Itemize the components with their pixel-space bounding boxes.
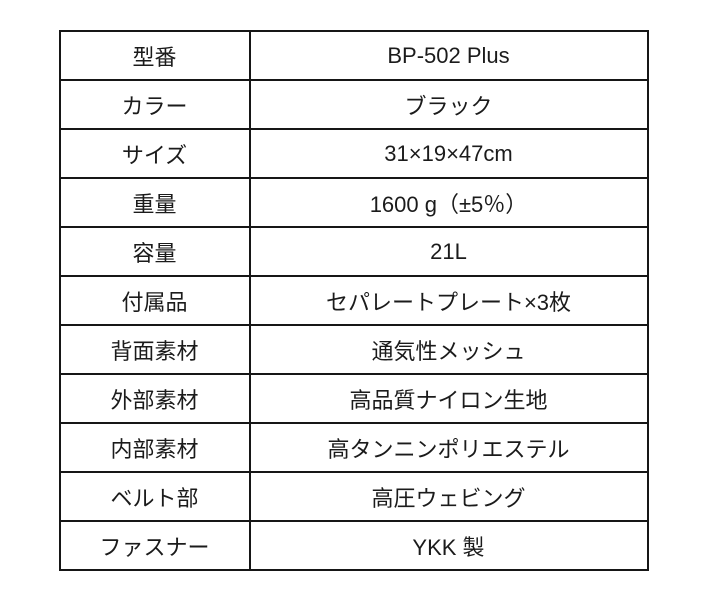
table-row-back-material: 背面素材 通気性メッシュ — [58, 324, 649, 375]
spec-label: 内部素材 — [58, 422, 251, 473]
spec-label: サイズ — [58, 128, 251, 179]
table-row-model: 型番 BP-502 Plus — [58, 30, 649, 81]
spec-value: 高品質ナイロン生地 — [248, 373, 649, 424]
table-row-belt: ベルト部 高圧ウェビング — [58, 471, 649, 522]
spec-label: ベルト部 — [58, 471, 251, 522]
table-row-fastener: ファスナー YKK 製 — [58, 520, 649, 571]
spec-value: 高タンニンポリエステル — [248, 422, 649, 473]
table-row-interior-material: 内部素材 高タンニンポリエステル — [58, 422, 649, 473]
table-row-accessories: 付属品 セパレートプレート×3枚 — [58, 275, 649, 326]
spec-label: 重量 — [58, 177, 251, 228]
spec-label: 付属品 — [58, 275, 251, 326]
table-row-size: サイズ 31×19×47cm — [58, 128, 649, 179]
spec-value: 21L — [248, 226, 649, 277]
spec-label: ファスナー — [58, 520, 251, 571]
spec-label: 容量 — [58, 226, 251, 277]
spec-value: YKK 製 — [248, 520, 649, 571]
product-spec-table: 型番 BP-502 Plus カラー ブラック サイズ 31×19×47cm 重… — [58, 30, 649, 571]
spec-label: 型番 — [58, 30, 251, 81]
spec-label: 外部素材 — [58, 373, 251, 424]
spec-value: 1600 g（±5％） — [248, 177, 649, 228]
spec-value: 通気性メッシュ — [248, 324, 649, 375]
spec-value: ブラック — [248, 79, 649, 130]
spec-value: BP-502 Plus — [248, 30, 649, 81]
table-row-capacity: 容量 21L — [58, 226, 649, 277]
spec-label: カラー — [58, 79, 251, 130]
table-row-weight: 重量 1600 g（±5％） — [58, 177, 649, 228]
spec-value: セパレートプレート×3枚 — [248, 275, 649, 326]
spec-value: 高圧ウェビング — [248, 471, 649, 522]
table-row-color: カラー ブラック — [58, 79, 649, 130]
spec-value: 31×19×47cm — [248, 128, 649, 179]
table-row-exterior-material: 外部素材 高品質ナイロン生地 — [58, 373, 649, 424]
spec-label: 背面素材 — [58, 324, 251, 375]
